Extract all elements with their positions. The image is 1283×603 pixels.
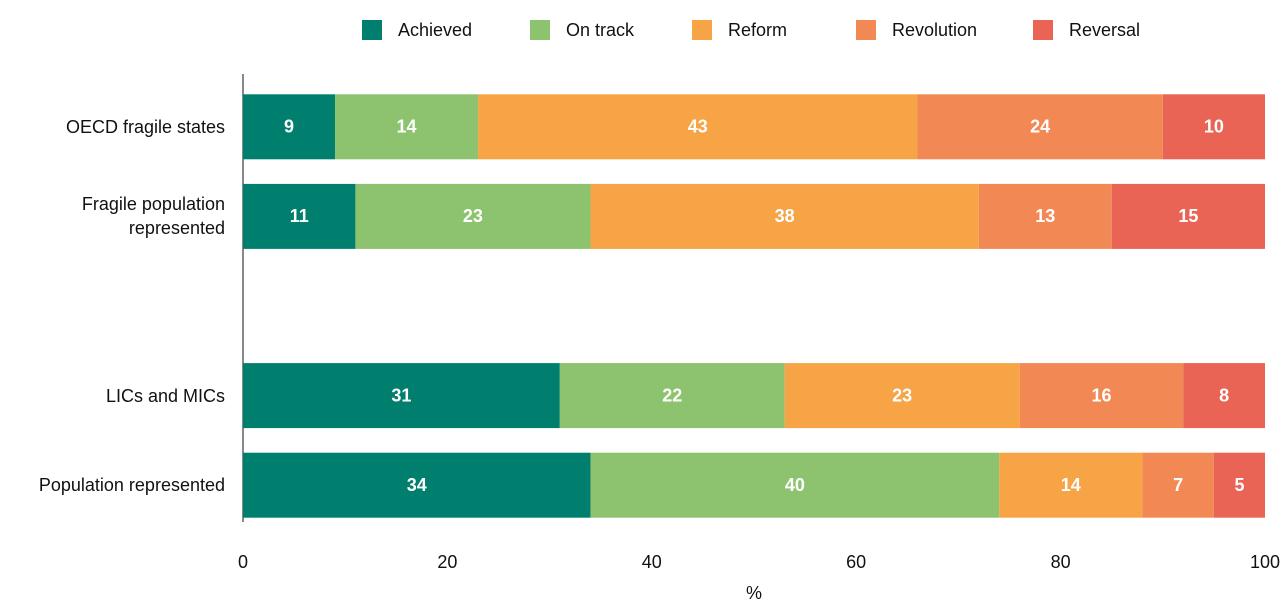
y-tick-label: Population represented: [38, 475, 225, 496]
data-label: 14: [397, 117, 417, 137]
data-label: 23: [892, 385, 912, 405]
x-tick-label: 80: [1051, 552, 1071, 572]
y-tick-label: LICs and MICs: [105, 385, 225, 406]
bar-segment: [1111, 183, 1265, 249]
legend-swatch: [362, 20, 382, 40]
data-label: 22: [662, 385, 682, 405]
legend-label: Achieved: [398, 20, 472, 40]
bar-segment: [1183, 363, 1265, 429]
x-tick-label: 20: [437, 552, 457, 572]
bar-segment: [243, 363, 560, 429]
legend-label: Reform: [728, 20, 787, 40]
data-label: 10: [1204, 117, 1224, 137]
legend-label: On track: [566, 20, 635, 40]
bar-segment: [334, 94, 479, 160]
data-label: 38: [775, 206, 795, 226]
bar-segment: [1162, 94, 1265, 160]
data-label: 8: [1219, 385, 1229, 405]
data-label: 40: [785, 475, 805, 495]
bar-segment: [978, 183, 1112, 249]
bar-segment: [1019, 363, 1184, 429]
data-label: 13: [1035, 206, 1055, 226]
x-tick-label: 100: [1250, 552, 1280, 572]
x-tick-label: 40: [642, 552, 662, 572]
legend-swatch: [1033, 20, 1053, 40]
legend-label: Revolution: [892, 20, 977, 40]
bar-segment: [243, 452, 591, 518]
data-label: 7: [1173, 475, 1183, 495]
bar-segment: [243, 183, 356, 249]
data-label: 31: [391, 385, 411, 405]
x-tick-label: 60: [846, 552, 866, 572]
data-label: 24: [1030, 117, 1050, 137]
bar-segment: [559, 363, 785, 429]
data-label: 5: [1234, 475, 1244, 495]
data-label: 9: [284, 117, 294, 137]
data-label: 43: [688, 117, 708, 137]
bar-segment: [243, 94, 335, 160]
legend-swatch: [856, 20, 876, 40]
data-label: 34: [407, 475, 427, 495]
bar-segment: [917, 94, 1163, 160]
bar-segment: [478, 94, 918, 160]
bar-segment: [590, 452, 1000, 518]
legend-swatch: [530, 20, 550, 40]
data-label: 23: [463, 206, 483, 226]
data-label: 11: [290, 206, 309, 226]
data-label: 16: [1091, 385, 1111, 405]
legend-label: Reversal: [1069, 20, 1140, 40]
bar-segment: [355, 183, 591, 249]
data-label: 15: [1178, 206, 1198, 226]
legend-swatch: [692, 20, 712, 40]
bar-segment: [1142, 452, 1214, 518]
bar-segment: [1213, 452, 1265, 518]
data-label: 14: [1061, 475, 1081, 495]
x-tick-label: 0: [238, 552, 248, 572]
bar-segment: [784, 363, 1020, 429]
y-tick-label: Fragile population represented: [81, 194, 225, 239]
bar-segment: [999, 452, 1143, 518]
bar-segment: [590, 183, 979, 249]
y-tick-label: OECD fragile states: [65, 116, 225, 137]
x-axis-label: %: [746, 583, 762, 603]
